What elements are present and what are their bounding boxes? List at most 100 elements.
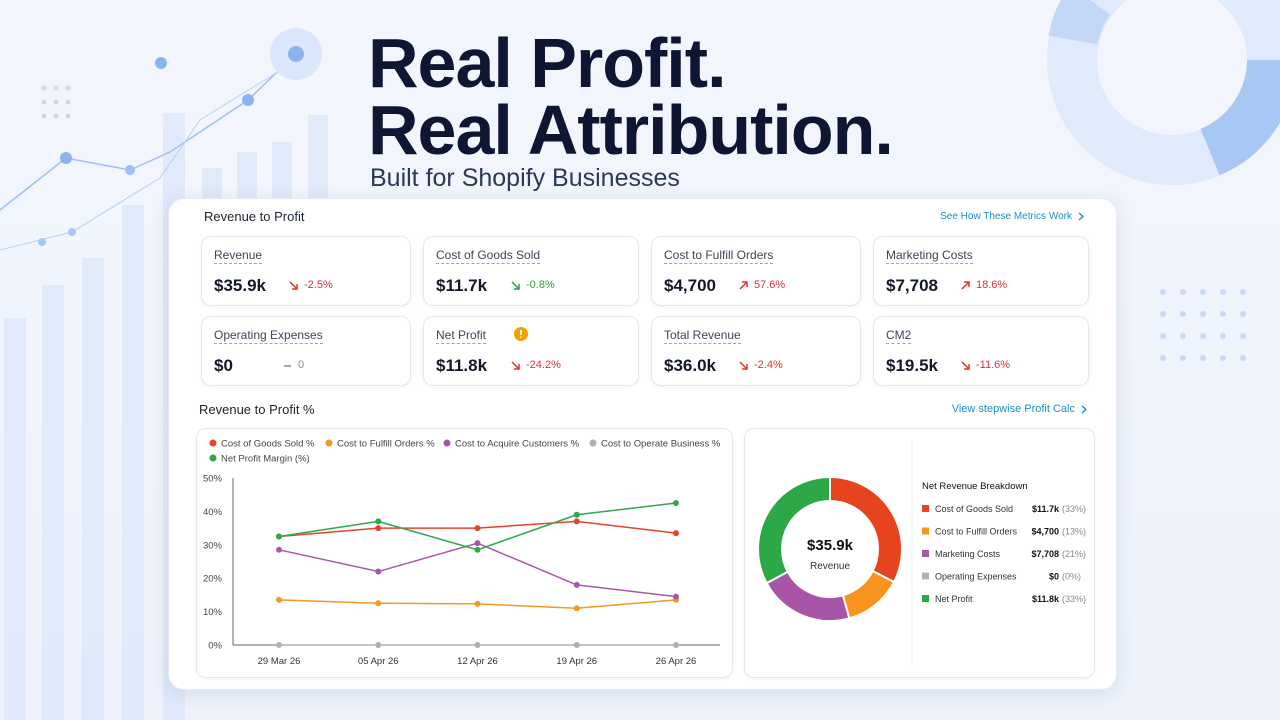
decor-line	[0, 28, 322, 251]
metric-change: -11.6%	[960, 359, 1010, 371]
panel-title: Revenue to Profit	[204, 209, 305, 224]
trend-icon	[961, 360, 970, 370]
legend-label: Marketing Costs	[935, 549, 1001, 559]
legend-value: $4,700	[1031, 527, 1059, 537]
data-point	[474, 642, 481, 648]
metrics-link[interactable]: See How These Metrics Work	[940, 211, 1084, 222]
legend-swatch	[922, 572, 929, 580]
legend-swatch	[922, 595, 929, 602]
data-point	[673, 642, 679, 648]
decor-donut	[1047, 0, 1280, 185]
data-point	[474, 540, 481, 547]
legend-value: $7,708	[1031, 549, 1059, 559]
metric-value: $11.7k	[436, 276, 488, 295]
legend-value: $0	[1049, 572, 1059, 582]
metric-change: -24.2%	[510, 359, 561, 371]
data-point	[474, 600, 481, 607]
legend-label: Operating Expenses	[935, 572, 1017, 582]
legend-percent: (21%)	[1062, 549, 1086, 559]
donut-chart-card	[744, 428, 1095, 678]
data-point	[276, 533, 282, 540]
decor-bars	[4, 113, 328, 720]
metric-card: Marketing Costs $7,708 18.6%	[873, 236, 1089, 306]
trend-arrow	[739, 280, 748, 290]
trend-arrow	[961, 280, 970, 290]
trend-icon	[739, 280, 748, 290]
legend-label: Cost of Goods Sold %	[221, 439, 315, 450]
data-point	[474, 546, 481, 553]
legend-marker	[443, 439, 451, 447]
metric-card: Net Profit $11.8k -24.2%	[423, 316, 639, 386]
hero-title: Real Attribution.	[368, 91, 894, 169]
data-point	[573, 511, 580, 518]
trend-icon	[961, 280, 970, 290]
metric-change-text: -2.5%	[304, 279, 333, 291]
legend-marker	[325, 439, 333, 447]
metric-label: Marketing Costs	[886, 248, 973, 264]
metric-change: 18.6%	[960, 279, 1007, 291]
trend-arrow	[961, 360, 970, 370]
data-point	[375, 600, 382, 607]
data-point	[375, 642, 382, 648]
metric-change-text: 18.6%	[976, 279, 1008, 291]
trend-icon	[511, 360, 520, 370]
legend-swatch	[922, 505, 929, 512]
metric-change: -2.5%	[288, 279, 333, 291]
metric-card: Operating Expenses $0 0	[201, 316, 411, 386]
warning-bar	[520, 330, 522, 335]
legend-label: Cost of Goods Sold	[935, 504, 1013, 514]
data-point	[375, 525, 382, 532]
metric-value: $0	[214, 356, 233, 375]
legend-label: Cost to Fulfill Orders %	[337, 439, 435, 450]
legend-marker	[589, 439, 597, 447]
metric-change: -0.8%	[510, 279, 555, 291]
legend-label: Cost to Fulfill Orders	[935, 527, 1018, 537]
trend-arrow	[511, 280, 520, 290]
y-tick-label: 20%	[203, 574, 223, 585]
y-tick-label: 50%	[203, 474, 223, 485]
metric-label: Net Profit	[436, 328, 487, 344]
warning-icon	[514, 327, 528, 341]
data-point	[375, 568, 382, 575]
metric-label: Cost to Fulfill Orders	[664, 248, 774, 264]
decor-dots	[41, 85, 1246, 361]
metric-card: Cost of Goods Sold $11.7k -0.8%	[423, 236, 639, 306]
metric-change-text: -2.4%	[754, 359, 783, 371]
metric-label: CM2	[886, 328, 912, 344]
data-point	[573, 605, 580, 612]
legend-marker	[209, 454, 217, 462]
x-tick-label: 19 Apr 26	[556, 656, 597, 667]
legend-marker	[209, 439, 217, 447]
data-point	[573, 518, 580, 525]
data-point	[673, 500, 679, 507]
x-tick-label: 26 Apr 26	[656, 656, 697, 667]
metric-card: Cost to Fulfill Orders $4,700 57.6%	[651, 236, 861, 306]
chevron	[1081, 404, 1087, 414]
metric-change-text: -11.6%	[976, 359, 1011, 371]
warning-dot	[520, 336, 522, 339]
link-text[interactable]: See How These Metrics Work	[940, 211, 1072, 222]
metric-value: $36.0k	[664, 356, 716, 375]
metric-change-text: -0.8%	[526, 279, 555, 291]
metric-value: $19.5k	[886, 356, 938, 375]
y-tick-label: 40%	[203, 507, 223, 518]
metric-label: Total Revenue	[664, 328, 741, 344]
hero-subtitle: Built for Shopify Businesses	[370, 164, 680, 192]
data-point	[276, 642, 282, 648]
y-tick-label: 0%	[208, 641, 222, 652]
x-tick-label: 29 Mar 26	[258, 656, 301, 667]
metric-label: Cost of Goods Sold	[436, 248, 541, 264]
link-text[interactable]: View stepwise Profit Calc	[951, 403, 1075, 415]
trend-icon	[289, 280, 298, 290]
metric-change-text: -24.2%	[526, 359, 561, 371]
legend-value: $11.7k	[1032, 504, 1060, 514]
stepwise-link[interactable]: View stepwise Profit Calc	[952, 403, 1087, 415]
trend-icon	[284, 364, 291, 367]
metric-card: Total Revenue $36.0k -2.4%	[651, 316, 861, 386]
data-point	[474, 525, 481, 532]
legend-percent: (33%)	[1062, 504, 1086, 514]
metric-change: 0	[282, 359, 304, 371]
chevron	[1078, 212, 1084, 221]
